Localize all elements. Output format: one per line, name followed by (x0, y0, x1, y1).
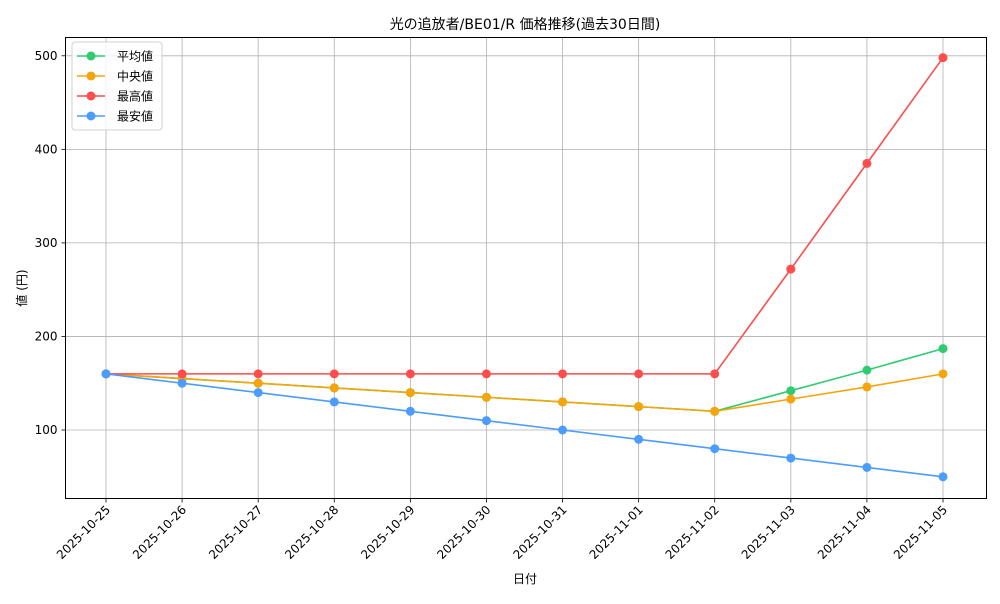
x-axis-ticks: 2025-10-25 2025-10-26 2025-10-27 2025-10-28… (54, 498, 950, 562)
y-tick-label: 500 (35, 49, 58, 63)
x-axis-label: 日付 (513, 572, 537, 586)
data-point (710, 444, 720, 454)
legend-label: 最安値 (117, 109, 153, 124)
data-point (177, 378, 187, 388)
y-tick-label: 100 (35, 423, 58, 437)
legend-box (71, 41, 163, 131)
legend-label: 平均値 (117, 49, 153, 64)
data-point (862, 365, 872, 375)
data-point (938, 344, 948, 354)
data-point (634, 369, 644, 379)
y-tick-label: 300 (35, 236, 58, 250)
data-point (938, 53, 948, 63)
data-point (329, 397, 339, 407)
series-2 (101, 53, 948, 379)
y-axis-label: 値 (円) (14, 269, 29, 306)
x-tick-label: 2025-10-30 (434, 503, 493, 562)
data-point (862, 462, 872, 472)
data-point (253, 378, 263, 388)
legend-item: 最安値 (77, 109, 153, 124)
legend-marker-icon (86, 91, 96, 101)
x-tick-label: 2025-10-31 (510, 503, 569, 562)
legend-label: 中央値 (117, 69, 153, 84)
data-point (329, 383, 339, 393)
legend-label: 最高値 (117, 89, 153, 104)
data-point (938, 472, 948, 482)
series-1 (101, 369, 948, 416)
data-point (634, 434, 644, 444)
x-tick-label: 2025-10-29 (358, 503, 417, 562)
x-tick-label: 2025-10-27 (206, 503, 265, 562)
chart-title: 光の追放者/BE01/R 価格推移(過去30日間) (390, 17, 661, 33)
data-point (862, 382, 872, 392)
x-tick-label: 2025-11-02 (663, 503, 722, 562)
x-tick-label: 2025-10-28 (282, 503, 341, 562)
legend-marker-icon (86, 71, 96, 81)
series-0 (101, 344, 948, 416)
data-point (177, 369, 187, 379)
x-tick-label: 2025-10-26 (130, 503, 189, 562)
data-point (862, 158, 872, 168)
data-point (329, 369, 339, 379)
data-point (558, 397, 568, 407)
x-tick-label: 2025-11-05 (891, 503, 950, 562)
data-point (405, 388, 415, 398)
legend-item: 最高値 (77, 89, 153, 104)
data-point (786, 394, 796, 404)
x-tick-label: 2025-11-04 (815, 503, 874, 562)
data-point (405, 369, 415, 379)
data-point (786, 386, 796, 396)
y-axis-ticks: 100 200 300 400 500 (35, 49, 66, 437)
legend-item: 平均値 (77, 49, 153, 64)
x-tick-label: 2025-11-03 (739, 503, 798, 562)
data-point (786, 264, 796, 274)
legend-marker-icon (86, 51, 96, 61)
series-lines (101, 53, 948, 482)
y-tick-label: 200 (35, 329, 58, 343)
y-tick-label: 400 (35, 142, 58, 156)
x-tick-label: 2025-11-01 (587, 503, 646, 562)
data-point (481, 392, 491, 402)
data-point (938, 369, 948, 379)
series-line (105, 373, 944, 478)
data-point (786, 453, 796, 463)
legend-item: 中央値 (77, 69, 153, 84)
data-point (558, 369, 568, 379)
data-point (481, 369, 491, 379)
data-point (253, 369, 263, 379)
gridlines (65, 37, 987, 499)
series-line (105, 373, 944, 413)
legend-marker-icon (86, 111, 96, 121)
x-tick-label: 2025-10-25 (54, 503, 113, 562)
data-point (405, 406, 415, 416)
data-point (253, 388, 263, 398)
series-3 (101, 369, 948, 482)
data-point (634, 402, 644, 412)
data-point (101, 369, 111, 379)
series-line (105, 347, 944, 413)
data-point (710, 406, 720, 416)
data-point (481, 416, 491, 426)
series-line (106, 57, 944, 375)
data-point (558, 425, 568, 435)
plot-area-frame (65, 37, 987, 499)
data-point (710, 369, 720, 379)
